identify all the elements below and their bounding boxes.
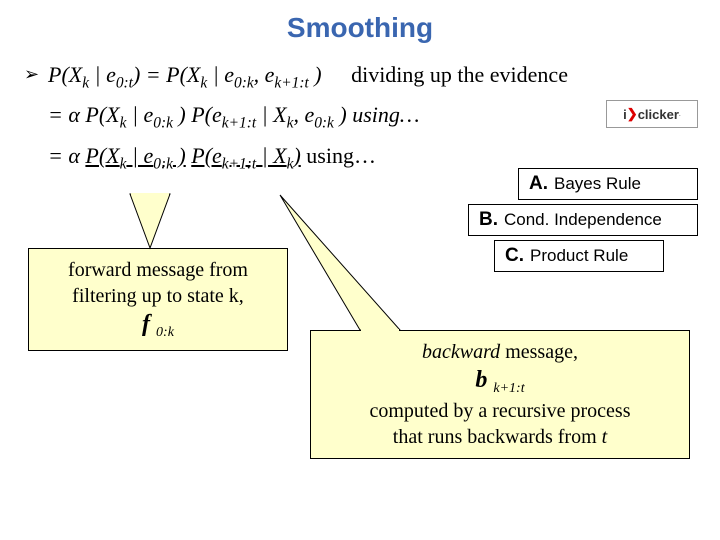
forward-callout: forward message from filtering up to sta… — [28, 248, 288, 351]
answer-c[interactable]: C. Product Rule — [494, 240, 664, 272]
answer-b[interactable]: B. Cond. Independence — [468, 204, 698, 236]
eq1-lhs: P(Xk | e0:t) = P(Xk | e0:k, ek+1:t ) — [48, 62, 327, 87]
bullet-icon: ➢ — [24, 64, 39, 85]
forward-l2: filtering up to state k, — [39, 283, 277, 309]
backward-callout: backward message, b k+1:t computed by a … — [310, 330, 690, 459]
answer-a[interactable]: A. Bayes Rule — [518, 168, 698, 200]
backward-l2: b k+1:t — [321, 365, 679, 398]
backward-l3: computed by a recursive process — [321, 398, 679, 424]
answer-c-letter: C. — [505, 245, 524, 267]
eq1-annotation: dividing up the evidence — [351, 62, 568, 88]
page-title: Smoothing — [0, 0, 720, 44]
forward-l1: forward message from — [39, 257, 277, 283]
answer-c-text: Product Rule — [530, 246, 628, 266]
equation-line-1: ➢ P(Xk | e0:t) = P(Xk | e0:k, ek+1:t ) d… — [24, 62, 700, 92]
answer-b-letter: B. — [479, 209, 498, 231]
iclicker-logo: i❯clicker. — [606, 100, 698, 128]
equation-line-2: = α P(Xk | e0:k ) P(ek+1:t | Xk, e0:k ) … — [24, 102, 700, 132]
backward-l4: that runs backwards from t — [321, 424, 679, 450]
answer-a-letter: A. — [529, 173, 548, 195]
backward-l1: backward message, — [321, 339, 679, 365]
answer-b-text: Cond. Independence — [504, 210, 662, 230]
title-text: Smoothing — [287, 12, 433, 43]
forward-l3: f 0:k — [39, 309, 277, 342]
answer-a-text: Bayes Rule — [554, 174, 641, 194]
